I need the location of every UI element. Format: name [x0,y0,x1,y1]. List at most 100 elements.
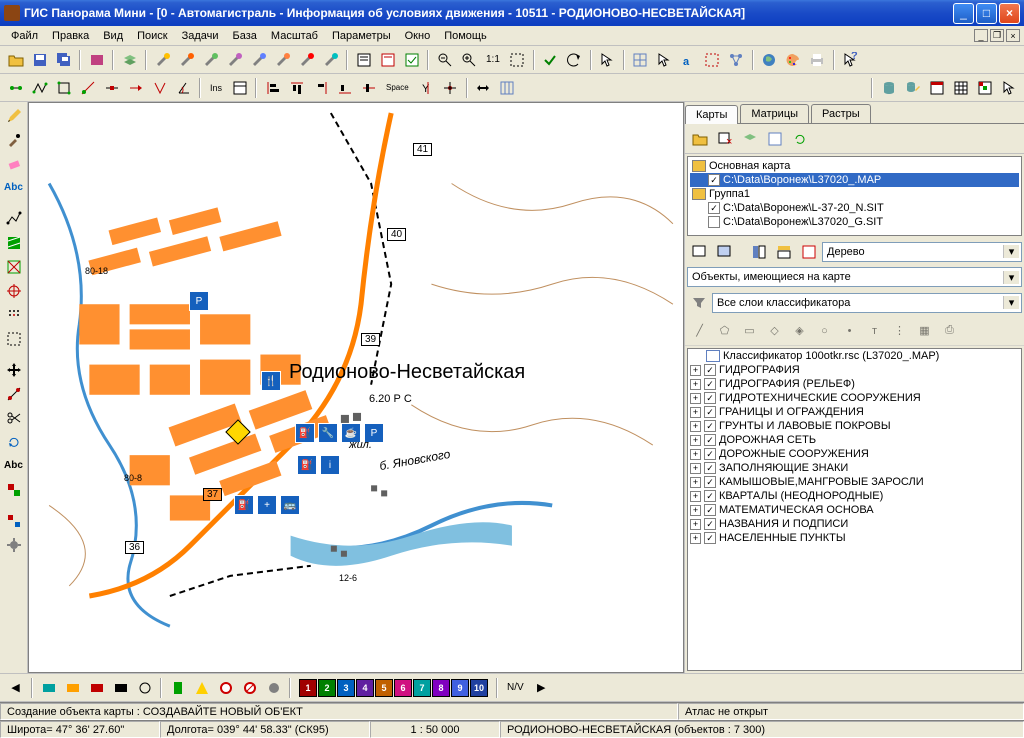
list-check-icon[interactable] [400,48,423,71]
expand-icon[interactable]: + [690,477,701,488]
layer-row[interactable]: +✓ДОРОЖНЫЕ СООРУЖЕНИЯ [688,447,1021,461]
shape-dots-icon[interactable]: ⋮ [888,319,911,342]
zoom-ratio-button[interactable]: 1:1 [481,48,505,71]
tree-map-path[interactable]: C:\Data\Воронеж\L37020_.MAP [723,174,881,186]
flashlight-2-icon[interactable] [175,48,198,71]
maps-tree[interactable]: Основная карта ✓C:\Data\Воронеж\L37020_.… [687,156,1022,236]
table-icon[interactable] [949,76,972,99]
align-mid-icon[interactable] [357,76,380,99]
node-tool-1-icon[interactable] [4,76,27,99]
shape-dot-icon[interactable]: • [838,319,861,342]
form-icon[interactable] [925,76,948,99]
flashlight-5-icon[interactable] [247,48,270,71]
expand-icon[interactable]: + [690,379,701,390]
expand-icon[interactable]: + [690,421,701,432]
layer-checkbox[interactable]: ✓ [704,462,716,474]
pencil-icon[interactable] [2,104,25,127]
bot-icon-2[interactable] [61,676,84,699]
polyline-icon[interactable] [2,207,25,230]
doc-restore-button[interactable]: ❐ [990,29,1004,42]
map-checkbox[interactable] [708,216,720,228]
expand-icon[interactable]: + [690,533,701,544]
star-tool-icon[interactable] [439,76,462,99]
view-2-icon[interactable] [772,240,795,263]
flashlight-8-icon[interactable] [319,48,342,71]
layer-checkbox[interactable]: ✓ [704,392,716,404]
bot-icon-5[interactable] [133,676,156,699]
shape-rect-icon[interactable]: ▭ [738,319,761,342]
doc-close-button[interactable]: × [1006,29,1020,42]
menu-tasks[interactable]: Задачи [175,28,226,44]
shape-grid-icon[interactable]: ▦ [913,319,936,342]
layer-row[interactable]: +✓ЗАПОЛНЯЮЩИЕ ЗНАКИ [688,461,1021,475]
layer-checkbox[interactable]: ✓ [704,476,716,488]
layer-row[interactable]: +✓ГРАНИЦЫ И ОГРАЖДЕНИЯ [688,405,1021,419]
filter-2-icon[interactable] [712,240,735,263]
check-icon[interactable] [539,48,562,71]
filter-1-icon[interactable] [687,240,710,263]
layer-row[interactable]: +✓ГИДРОГРАФИЯ (РЕЛЬЕФ) [688,377,1021,391]
menu-base[interactable]: База [226,28,264,44]
zoom-out-icon[interactable] [433,48,456,71]
layer-checkbox[interactable]: ✓ [704,406,716,418]
menu-scale[interactable]: Масштаб [264,28,325,44]
table-tool-icon[interactable] [228,76,251,99]
list-icon[interactable] [352,48,375,71]
layer-list[interactable]: Классификатор 100otkr.rsc (L37020_.MAP) … [687,348,1022,671]
shape-poly-icon[interactable]: ⬠ [713,319,736,342]
layer-row[interactable]: +✓МАТЕМАТИЧЕСКАЯ ОСНОВА [688,503,1021,517]
open-map-icon[interactable] [688,127,711,150]
angle-tool-icon[interactable] [172,76,195,99]
y-axis-icon[interactable]: Y [415,76,438,99]
layer-row[interactable]: +✓ГИДРОГРАФИЯ [688,363,1021,377]
tab-matrices[interactable]: Матрицы [740,104,809,123]
layer-row[interactable]: +✓КАМЫШОВЫЕ,МАНГРОВЫЕ ЗАРОСЛИ [688,475,1021,489]
props-icon[interactable] [763,127,786,150]
expand-icon[interactable]: + [690,519,701,530]
expand-icon[interactable]: + [690,365,701,376]
bot-left-icon[interactable]: ◀ [4,676,27,699]
space-button[interactable]: Space [381,76,414,99]
bot-icon-6[interactable] [166,676,189,699]
flashlight-red-icon[interactable] [295,48,318,71]
tree-mode-combo[interactable]: Дерево [822,242,1022,262]
color-swatch[interactable]: 5 [375,679,393,697]
expand-icon[interactable]: + [690,491,701,502]
bot-icon-8[interactable] [214,676,237,699]
layer-checkbox[interactable]: ✓ [704,364,716,376]
color-swatch[interactable]: 8 [432,679,450,697]
grid-dots-icon[interactable] [2,303,25,326]
color-swatch[interactable]: 7 [413,679,431,697]
align-top-icon[interactable] [285,76,308,99]
grid-small-icon[interactable] [496,76,519,99]
view-3-icon[interactable] [797,240,820,263]
flashlight-1-icon[interactable] [151,48,174,71]
zoom-in-icon[interactable] [457,48,480,71]
layer-checkbox[interactable]: ✓ [704,532,716,544]
menu-view[interactable]: Вид [96,28,130,44]
layer-checkbox[interactable]: ✓ [704,518,716,530]
layer-checkbox[interactable]: ✓ [704,448,716,460]
flashlight-4-icon[interactable] [223,48,246,71]
node-tool-4-icon[interactable] [76,76,99,99]
shape-print-icon[interactable]: ⎙ [938,319,961,342]
node-tool-3-icon[interactable] [52,76,75,99]
view-1-icon[interactable] [747,240,770,263]
flashlight-6-icon[interactable] [271,48,294,71]
list-red-icon[interactable] [376,48,399,71]
layer-row[interactable]: +✓НАЗВАНИЯ И ПОДПИСИ [688,517,1021,531]
color-swatch[interactable]: 6 [394,679,412,697]
bot-icon-4[interactable] [109,676,132,699]
map-checkbox[interactable]: ✓ [708,174,720,186]
pointer-3-icon[interactable] [997,76,1020,99]
save-all-icon[interactable] [52,48,75,71]
align-left-icon[interactable] [261,76,284,99]
layer-checkbox[interactable]: ✓ [704,378,716,390]
minimize-button[interactable]: _ [953,3,974,24]
print-icon[interactable] [806,48,829,71]
gear-icon[interactable] [2,533,25,556]
arrow-tool-icon[interactable] [124,76,147,99]
color-swatch[interactable]: 1 [299,679,317,697]
layer-row[interactable]: +✓ГИДРОТЕХНИЧЕСКИЕ СООРУЖЕНИЯ [688,391,1021,405]
shape-circle-icon[interactable]: ○ [813,319,836,342]
